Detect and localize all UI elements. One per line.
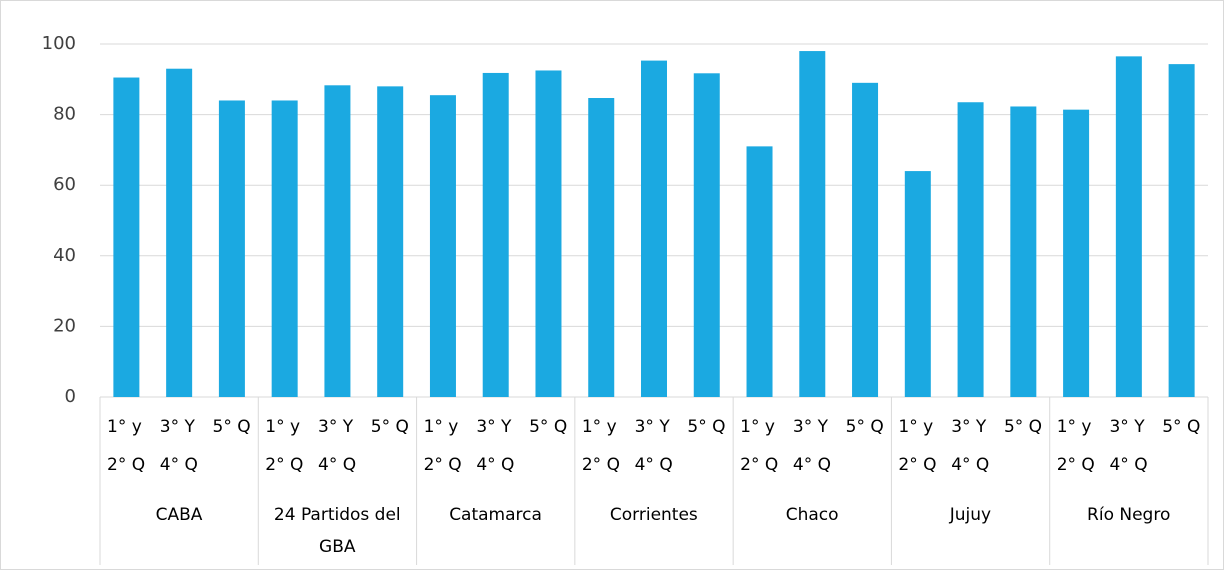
bar: [218, 100, 245, 397]
x-tick-label: 3° Y 4° Q: [634, 417, 673, 475]
bar: [1063, 109, 1090, 398]
y-tick-label: 40: [53, 245, 76, 266]
x-tick-label: 1° y 2° Q: [740, 417, 779, 475]
x-tick-label: 5° Q: [1003, 417, 1043, 437]
bar: [1115, 56, 1142, 397]
x-tick-label: 5° Q: [687, 417, 726, 437]
x-tick-label: 3° Y 4° Q: [792, 417, 831, 475]
bar: [429, 95, 456, 397]
bar: [482, 72, 509, 398]
group-label: CABA: [155, 505, 203, 525]
x-tick-label: 1° y 2° Q: [898, 417, 937, 475]
group-label: Río Negro: [1087, 505, 1171, 525]
x-tick-label: 1° y 2° Q: [1056, 417, 1095, 475]
x-tick-label: 1° y 2° Q: [581, 417, 620, 475]
x-tick-label: 5° Q: [370, 417, 409, 437]
y-tick-label: 60: [53, 174, 76, 195]
group-label: Catamarca: [449, 505, 542, 525]
x-tick-label: 3° Y 4° Q: [951, 417, 990, 475]
x-tick-label: 5° Q: [529, 417, 568, 437]
x-tick-label: 3° Y 4° Q: [476, 417, 515, 475]
group-label: Chaco: [785, 505, 839, 525]
bar: [113, 77, 140, 397]
bar: [324, 85, 351, 398]
bar: [641, 60, 667, 397]
bar: [271, 100, 298, 397]
x-tick-label: 5° Q: [1162, 417, 1201, 437]
x-tick-label: 5° Q: [212, 417, 251, 437]
bar: [852, 82, 879, 397]
bar: [693, 73, 720, 397]
bar: [746, 146, 773, 397]
bar: [588, 98, 615, 397]
x-tick-label: 5° Q: [845, 417, 884, 437]
bar: [904, 171, 931, 397]
bar: [799, 51, 826, 398]
y-tick-label: 0: [65, 386, 76, 407]
y-tick-label: 20: [53, 315, 76, 336]
x-tick-label: 1° y 2° Q: [423, 417, 462, 475]
bar: [1168, 64, 1195, 397]
bar: [166, 68, 193, 398]
x-tick-label: 1° y 2° Q: [265, 417, 304, 475]
y-tick-label: 100: [42, 33, 76, 54]
bar: [377, 86, 404, 398]
bar: [535, 70, 562, 397]
y-tick-label: 80: [53, 104, 76, 125]
bar: [957, 102, 984, 398]
x-tick-label: 3° Y 4° Q: [1109, 417, 1148, 475]
group-label: Corrientes: [609, 505, 698, 525]
bar: [1010, 106, 1037, 397]
x-tick-label: 3° Y 4° Q: [159, 417, 198, 475]
group-label: Jujuy: [949, 505, 992, 525]
group-label: 24 Partidos del GBA: [273, 505, 401, 557]
x-tick-label: 1° y 2° Q: [107, 417, 146, 475]
x-tick-label: 3° Y 4° Q: [318, 417, 357, 475]
